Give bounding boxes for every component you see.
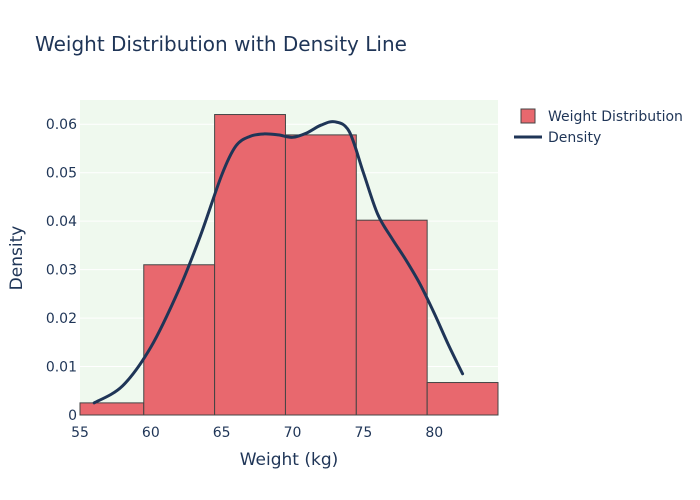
y-axis-title: Density bbox=[7, 226, 27, 291]
legend[interactable]: Weight Distribution Density bbox=[514, 108, 683, 146]
y-tick-label-3: 0.03 bbox=[46, 263, 77, 279]
legend-item-weight-distribution[interactable]: Weight Distribution bbox=[520, 108, 683, 125]
legend-swatch-bar bbox=[520, 108, 536, 124]
legend-label-density: Density bbox=[548, 130, 601, 146]
y-tick-label-0: 0 bbox=[68, 408, 77, 424]
chart-title: Weight Distribution with Density Line bbox=[35, 32, 407, 56]
density-line bbox=[92, 120, 465, 405]
histogram-bar-0[interactable] bbox=[79, 402, 145, 416]
histogram-bar-2[interactable] bbox=[214, 114, 286, 416]
x-tick-label-1: 60 bbox=[142, 425, 160, 441]
histogram-bar-5[interactable] bbox=[426, 382, 499, 416]
x-tick-label-5: 80 bbox=[425, 425, 443, 441]
x-axis-title: Weight (kg) bbox=[240, 450, 339, 470]
y-tick-label-5: 0.05 bbox=[46, 166, 77, 182]
x-tick-label-3: 70 bbox=[284, 425, 302, 441]
x-tick-label-0: 55 bbox=[71, 425, 89, 441]
y-tick-label-1: 0.01 bbox=[46, 360, 77, 376]
x-tick-label-2: 65 bbox=[213, 425, 231, 441]
x-ticks: 55 60 65 70 75 80 bbox=[71, 425, 443, 441]
histogram-bar-4[interactable] bbox=[355, 219, 428, 416]
y-tick-label-4: 0.04 bbox=[46, 214, 77, 230]
legend-item-density[interactable]: Density bbox=[514, 130, 601, 146]
legend-label-weight-distribution: Weight Distribution bbox=[548, 109, 683, 125]
x-tick-label-4: 75 bbox=[354, 425, 372, 441]
y-tick-label-6: 0.06 bbox=[46, 117, 77, 133]
y-ticks: 0 0.01 0.02 0.03 0.04 0.05 0.06 bbox=[46, 117, 77, 424]
y-tick-label-2: 0.02 bbox=[46, 311, 77, 327]
histogram-bar-3[interactable] bbox=[284, 134, 357, 416]
